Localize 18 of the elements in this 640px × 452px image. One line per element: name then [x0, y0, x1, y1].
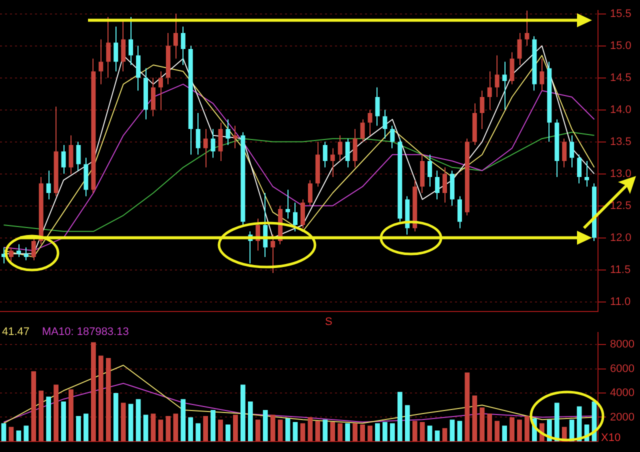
text: S [325, 316, 332, 328]
y-tick-label: 8000 [610, 338, 634, 351]
text: X10 [601, 432, 621, 444]
y-tick-label: 11.0 [610, 296, 631, 308]
y-tick-label: 13.0 [610, 168, 632, 180]
y-tick-label: 14.5 [610, 72, 632, 84]
y-tick-label: 2000 [610, 411, 634, 424]
y-tick-label: 12.0 [610, 232, 632, 244]
y-tick-label: 12.5 [610, 200, 632, 212]
y-tick-label: 13.5 [610, 136, 632, 148]
y-tick-label: 6000 [610, 362, 634, 375]
y-tick-label: 15.5 [610, 8, 632, 20]
y-tick-label: 14.0 [610, 104, 632, 116]
y-tick-label: 11.5 [610, 264, 631, 276]
annotation: MA10: 187983.13 [42, 326, 129, 338]
annotation: 41.47 [2, 326, 30, 338]
y-tick-label: 4000 [610, 387, 634, 400]
y-tick-label: 15.0 [610, 40, 632, 52]
